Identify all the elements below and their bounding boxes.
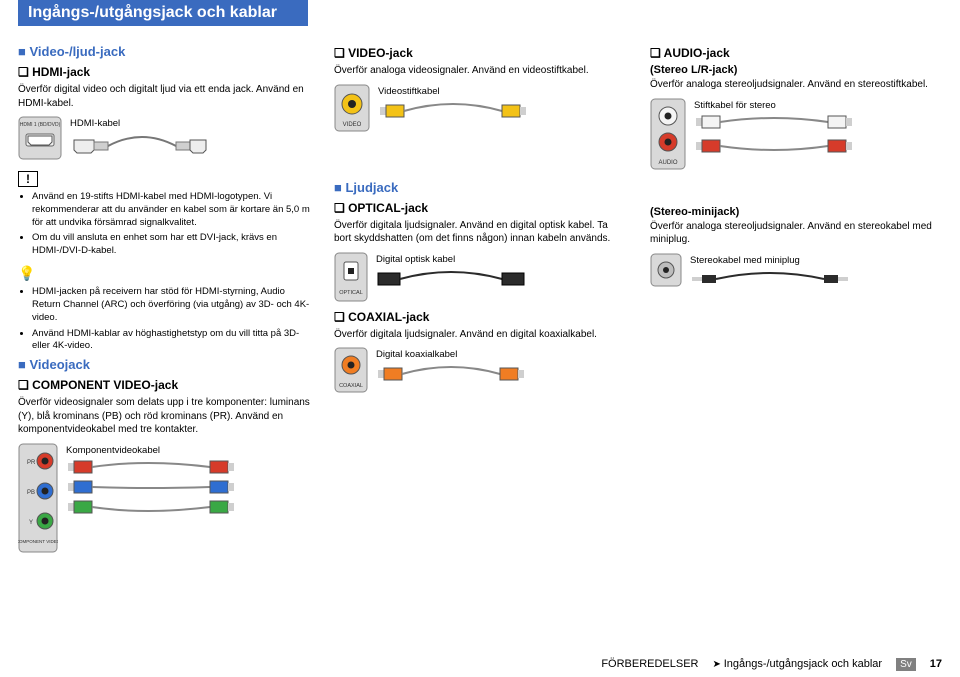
video-cable-icon: [378, 100, 528, 122]
heading-component-video: COMPONENT VIDEO-jack: [18, 378, 310, 392]
minijack-port-icon: [650, 253, 682, 287]
footer-crumb: Ingångs-/utgångsjack och kablar: [713, 658, 883, 670]
heading-coaxial: COAXIAL-jack: [334, 310, 626, 324]
svg-text:AUDIO: AUDIO: [658, 160, 677, 166]
body-minijack: Överför analoga stereoljudsignaler. Anvä…: [650, 220, 942, 247]
body-audio: Överför analoga stereoljudsignaler. Anvä…: [650, 78, 942, 92]
component-port-icon: PR PB Y COMPONENT VIDEO: [18, 443, 58, 553]
lightbulb-icon: 💡: [18, 265, 35, 282]
component-cable-icon: [66, 459, 236, 519]
audio-cable-icon: [694, 114, 854, 156]
hdmi-port-label: HDMI 1 (BD/DVD): [20, 122, 61, 128]
svg-text:VIDEO: VIDEO: [343, 122, 362, 128]
note-icon: !: [18, 171, 38, 187]
col-2: VIDEO-jack Överför analoga videosignaler…: [334, 40, 626, 561]
page-title: Ingångs-/utgångsjack och kablar: [18, 0, 308, 26]
svg-text:OPTICAL: OPTICAL: [339, 290, 363, 296]
heading-videojack: Videojack: [18, 357, 310, 372]
hdmi-tip-list: HDMI-jacken på receivern har stöd för HD…: [18, 286, 310, 353]
footer-page: 17: [930, 658, 942, 670]
minijack-subhead: (Stereo-minijack): [650, 206, 942, 218]
svg-text:COAXIAL: COAXIAL: [339, 383, 363, 389]
video-port-icon: VIDEO: [334, 84, 370, 132]
heading-video-ljud-jack: Video-/ljud-jack: [18, 44, 310, 59]
body-hdmi: Överför digital video och digitalt ljud …: [18, 83, 310, 110]
component-cable-label: Komponentvideokabel: [66, 445, 310, 456]
optical-cable-label: Digital optisk kabel: [376, 254, 626, 265]
hdmi-cable-label: HDMI-kabel: [70, 118, 310, 129]
svg-text:PR: PR: [27, 460, 36, 466]
optical-cable-icon: [376, 268, 526, 290]
heading-optical: OPTICAL-jack: [334, 201, 626, 215]
col-1: Video-/ljud-jack HDMI-jack Överför digit…: [18, 40, 310, 561]
audio-port-icon: AUDIO: [650, 98, 686, 170]
heading-video-jack: VIDEO-jack: [334, 46, 626, 60]
hdmi-note-list: Använd en 19-stifts HDMI-kabel med HDMI-…: [18, 191, 310, 258]
minijack-cable-label: Stereokabel med miniplug: [690, 255, 942, 266]
svg-text:COMPONENT VIDEO: COMPONENT VIDEO: [18, 539, 58, 544]
audio-subhead: (Stereo L/R-jack): [650, 64, 942, 76]
body-optical: Överför digitala ljudsignaler. Använd en…: [334, 219, 626, 246]
body-coaxial: Överför digitala ljudsignaler. Använd en…: [334, 328, 626, 342]
heading-hdmi-jack: HDMI-jack: [18, 65, 310, 79]
svg-text:PB: PB: [27, 490, 35, 496]
hdmi-cable-icon: [70, 132, 210, 160]
optical-port-icon: OPTICAL: [334, 252, 368, 302]
footer-section: FÖRBEREDELSER: [601, 658, 698, 670]
heading-ljudjack: Ljudjack: [334, 180, 626, 195]
svg-text:Y: Y: [29, 520, 33, 526]
coax-cable-icon: [376, 363, 526, 385]
page-footer: FÖRBEREDELSER Ingångs-/utgångsjack och k…: [601, 658, 942, 671]
heading-audio-jack: AUDIO-jack: [650, 46, 942, 60]
footer-lang: Sv: [896, 658, 916, 671]
col-3: AUDIO-jack (Stereo L/R-jack) Överför ana…: [650, 40, 942, 561]
audio-cable-label: Stiftkabel för stereo: [694, 100, 942, 111]
video-cable-label: Videostiftkabel: [378, 86, 626, 97]
body-component: Överför videosignaler som delats upp i t…: [18, 396, 310, 437]
coax-cable-label: Digital koaxialkabel: [376, 349, 626, 360]
body-video: Överför analoga videosignaler. Använd en…: [334, 64, 626, 78]
minijack-cable-icon: [690, 269, 850, 289]
coaxial-port-icon: COAXIAL: [334, 347, 368, 393]
hdmi-port-icon: HDMI 1 (BD/DVD): [18, 116, 62, 160]
